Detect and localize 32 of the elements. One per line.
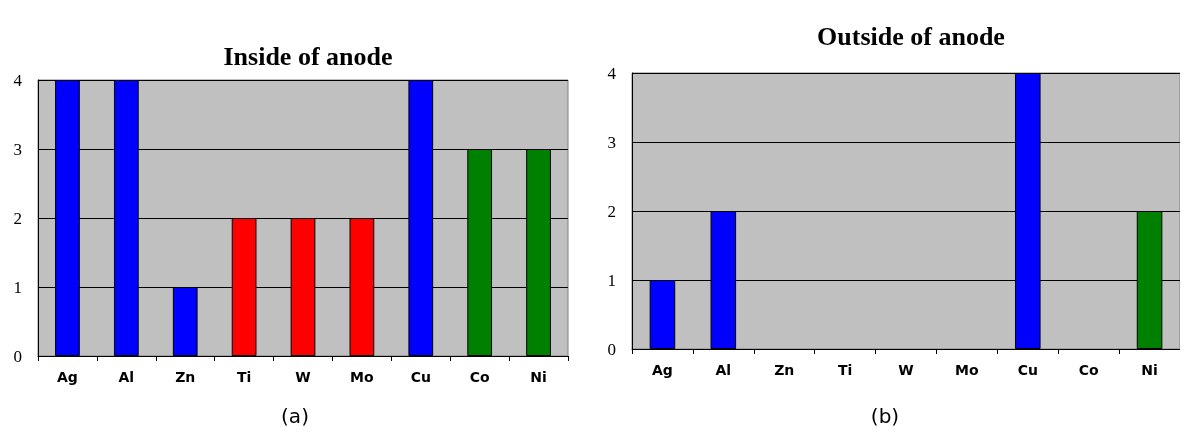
y-tick-label: 1 [13,277,22,297]
x-tick-label: Cu [1017,362,1038,378]
x-tick-label: Mo [955,362,980,378]
x-tick-label: Al [118,369,135,385]
x-tick-label: Al [715,362,732,378]
text: (a) [281,404,309,428]
x-tick-label: Co [469,369,490,385]
text: (b) [870,404,900,428]
x-tick-label: Ti [236,369,252,385]
chart-title: Inside of anode [223,41,393,71]
y-tick-label: 3 [13,139,22,159]
chart-title: Outside of anode [817,21,1005,51]
x-tick-label: Cu [410,369,431,385]
x-tick-label: Ag [652,362,673,378]
y-tick-label: 2 [13,208,22,228]
y-tick-label: 4 [607,63,617,83]
y-tick-label: 0 [13,346,22,366]
x-tick-label: Ti [837,362,853,378]
x-tick-label: Ni [530,369,547,385]
x-tick-label: Zn [774,362,795,378]
x-tick-label: W [295,369,311,385]
y-tick-label: 4 [13,70,23,90]
x-tick-label: W [898,362,914,378]
x-tick-label: Ag [57,369,78,385]
x-tick-label: Zn [175,369,196,385]
y-tick-label: 3 [607,132,616,152]
y-tick-label: 0 [607,339,616,359]
x-tick-label: Mo [350,369,375,385]
x-tick-label: Ni [1141,362,1158,378]
y-tick-label: 1 [607,270,616,290]
x-tick-label: Co [1078,362,1099,378]
y-tick-label: 2 [607,201,616,221]
